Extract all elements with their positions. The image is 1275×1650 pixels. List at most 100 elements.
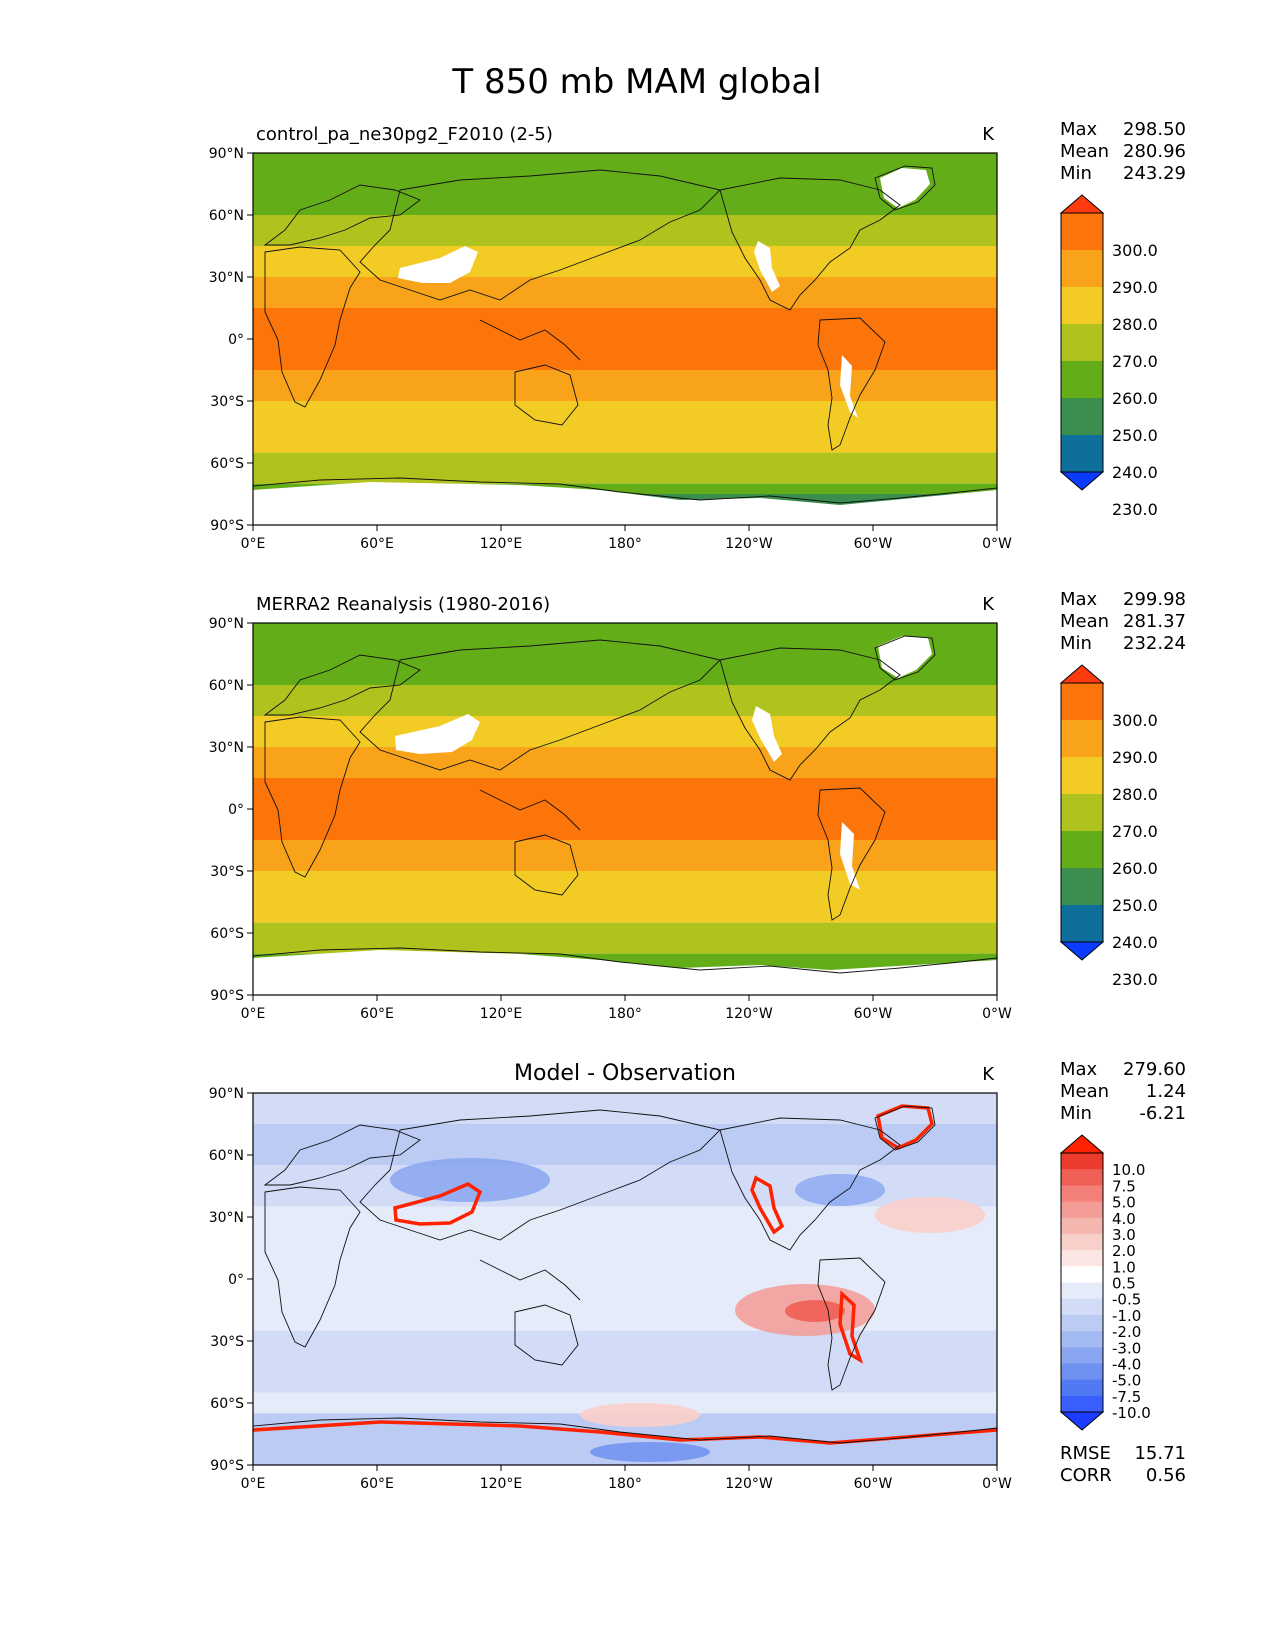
colorbar-tick-label: -10.0 <box>1112 1404 1151 1422</box>
y-tick-label: 30°N <box>209 740 244 756</box>
europe-coast <box>263 1124 421 1186</box>
colorbar-segment <box>1061 1153 1103 1170</box>
colorbar-tick-label: -4.0 <box>1112 1355 1141 1373</box>
colorbar-tick-label: -5.0 <box>1112 1372 1141 1390</box>
y-tick-label: 90°S <box>210 988 244 1004</box>
y-tick-label: 60°S <box>210 926 244 942</box>
antarctica-mask <box>253 482 997 525</box>
zonal-band <box>253 654 997 685</box>
panel-units: K <box>982 124 995 145</box>
x-tick-label: 120°E <box>480 1476 523 1492</box>
andes-outline <box>838 1290 864 1364</box>
colorbar-segment <box>1061 1217 1103 1235</box>
greenland-coast <box>874 635 936 681</box>
colorbar-segment <box>1061 868 1103 906</box>
colorbar-segment <box>1061 324 1103 362</box>
stat-max-value: 299.98 <box>1123 589 1186 610</box>
stat-max-label: Max <box>1060 589 1098 610</box>
colorbar-frame <box>1060 212 1104 473</box>
y-tick-label: 60°N <box>209 678 244 694</box>
x-tick-label: 60°E <box>360 536 394 552</box>
colorbar-tick-label: 5.0 <box>1112 1194 1136 1212</box>
tibet-mask <box>395 714 480 754</box>
warm-anomaly-atlantic <box>875 1197 985 1233</box>
colorbar-frame <box>1060 682 1104 943</box>
stat-mean-label: Mean <box>1060 1081 1109 1102</box>
zonal-band <box>253 840 997 871</box>
colorbar-segment <box>1061 1298 1103 1316</box>
colorbar-tick-label: 7.5 <box>1112 1177 1136 1195</box>
panel-units: K <box>982 594 995 615</box>
zonal-band <box>253 277 997 308</box>
colorbar-tick-label: -1.0 <box>1112 1307 1141 1325</box>
cold-anomaly-america <box>795 1174 885 1206</box>
zonal-band <box>253 370 997 401</box>
colorbar-frame <box>1060 1152 1104 1413</box>
zonal-band <box>253 432 997 453</box>
zonal-band <box>253 483 997 494</box>
colorbar-segment <box>1061 1347 1103 1364</box>
tibet-mask <box>398 246 478 283</box>
y-tick-label: 60°N <box>209 1148 244 1164</box>
colorbar-segment <box>1061 757 1103 795</box>
colorbar-segment <box>1061 794 1103 832</box>
colorbar-tick-label: 300.0 <box>1112 241 1158 260</box>
y-tick-label: 90°S <box>210 1458 244 1474</box>
andes-mask <box>840 822 860 890</box>
australia-coast <box>514 834 579 896</box>
tibet-outline <box>393 1182 483 1226</box>
colorbar-extend-max <box>1059 194 1105 214</box>
colorbar-tick-label: 230.0 <box>1112 970 1158 989</box>
y-tick-label: 30°N <box>209 1210 244 1226</box>
south-america-coast <box>817 787 886 921</box>
stat-rmse-value: 15.71 <box>1134 1443 1186 1464</box>
north-america-coast <box>719 647 901 781</box>
europe-coast <box>263 184 421 246</box>
colorbar-segment <box>1061 720 1103 758</box>
y-tick-label: 60°N <box>209 208 244 224</box>
north-america-coast <box>719 177 901 311</box>
panel-observation: 0°E 60°E 120°E 180° 120°W 60°W 0°W 90°N 60°N 30°N… <box>209 589 1186 1022</box>
colorbar-segment <box>1061 1395 1103 1413</box>
colorbar-tick-label: 250.0 <box>1112 896 1158 915</box>
colorbar-extend-max <box>1059 1134 1105 1154</box>
panel-difference: 0°E 60°E 120°E 180° 120°W 60°W 0°W 90°N 60°N 30°N… <box>209 1059 1186 1492</box>
x-tick-label: 120°E <box>480 1006 523 1022</box>
x-tick-label: 120°W <box>725 536 773 552</box>
zonal-band <box>253 153 997 184</box>
colorbar: 300.0 290.0 280.0 270.0 260.0 250.0 240.0 230.0 <box>1059 194 1158 519</box>
cold-anomaly-asia <box>390 1158 550 1202</box>
colorbar-tick-label: 260.0 <box>1112 859 1158 878</box>
zonal-band <box>253 685 997 716</box>
colorbar-tick-label: 250.0 <box>1112 426 1158 445</box>
rockies-mask <box>754 241 780 292</box>
temperature-bands <box>253 153 997 525</box>
x-tick-label: 60°W <box>854 1476 893 1492</box>
colorbar-tick-label: 290.0 <box>1112 278 1158 297</box>
colorbar-tick-label: 270.0 <box>1112 352 1158 371</box>
greenland-mask <box>878 636 932 678</box>
antarctica-coast <box>253 947 997 974</box>
colorbar-segment <box>1061 398 1103 436</box>
panel-left-title: control_pa_ne30pg2_F2010 (2-5) <box>256 124 553 145</box>
zonal-band <box>253 716 997 747</box>
colorbar-tick-label: 10.0 <box>1112 1161 1145 1179</box>
colorbar-segment <box>1061 1266 1103 1283</box>
antarctica-coast <box>253 1417 997 1444</box>
missing-data-mask <box>253 636 997 995</box>
colorbar-segment <box>1061 361 1103 399</box>
x-tick-label: 60°E <box>360 1006 394 1022</box>
colorbar-segment <box>1061 1314 1103 1332</box>
colorbar-tick-label: 2.0 <box>1112 1242 1136 1260</box>
zonal-band <box>253 953 997 964</box>
axis-ticks: 0°E 60°E 120°E 180° 120°W 60°W 0°W 90°N 60°N 30°N… <box>209 1086 1012 1492</box>
stats-block: Max 279.60 Mean 1.24 Min -6.21 RMSE 15.7… <box>1060 1059 1186 1486</box>
cold-anomaly-antarctic <box>590 1442 710 1462</box>
x-tick-label: 0°E <box>241 1006 266 1022</box>
panel-left-title: MERRA2 Reanalysis (1980-2016) <box>256 594 550 615</box>
axis-ticks: 0°E 60°E 120°E 180° 120°W 60°W 0°W 90°N 60°N 30°N… <box>209 616 1012 1022</box>
zonal-band <box>253 1093 997 1124</box>
colorbar-extend-max <box>1059 664 1105 684</box>
stat-mean-value: 1.24 <box>1146 1081 1186 1102</box>
